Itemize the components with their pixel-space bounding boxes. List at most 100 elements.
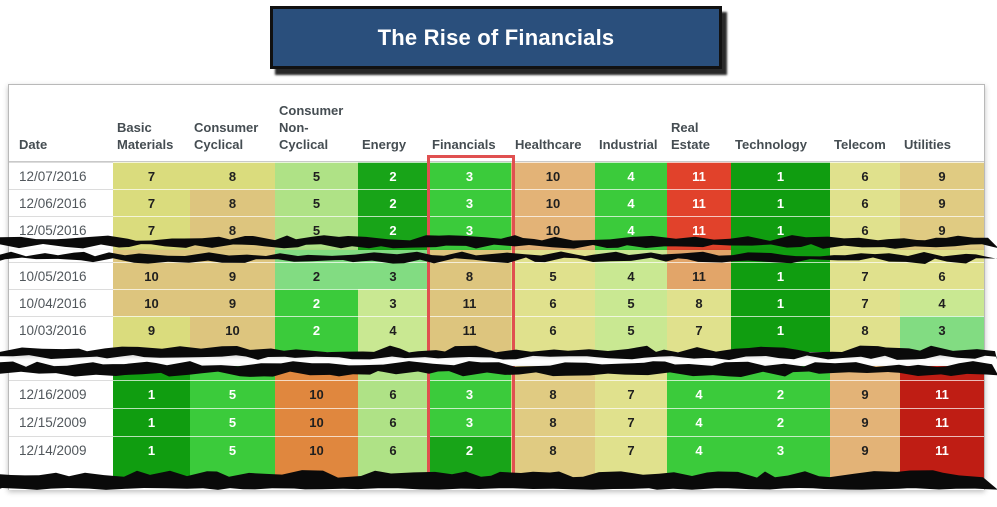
table-row: 10/04/2016 10 9 2 3 11 6 5 8 1 7 4 bbox=[9, 289, 984, 316]
rank-cell: 1 bbox=[731, 316, 830, 343]
rank-cell: 3 bbox=[900, 316, 984, 343]
rank-cell: 9 bbox=[190, 289, 275, 316]
rank-cell bbox=[595, 366, 667, 380]
rank-cell bbox=[667, 343, 731, 352]
date-cell: 12/07/2016 bbox=[9, 162, 113, 189]
rank-cell: 1 bbox=[731, 162, 830, 189]
column-header-telecom: Telecom bbox=[834, 137, 886, 153]
rank-cell: 7 bbox=[113, 216, 190, 243]
rank-cell bbox=[900, 366, 984, 380]
rank-cell: 6 bbox=[900, 262, 984, 289]
rank-cell bbox=[275, 343, 358, 352]
rank-cell: 3 bbox=[358, 262, 428, 289]
rank-cell bbox=[830, 366, 900, 380]
rank-cell: 4 bbox=[595, 189, 667, 216]
rank-cell bbox=[511, 343, 595, 352]
rank-cell bbox=[900, 250, 984, 262]
rank-cell: 2 bbox=[731, 408, 830, 436]
rank-cell: 2 bbox=[358, 216, 428, 243]
rank-cell: 11 bbox=[667, 162, 731, 189]
rank-cell bbox=[595, 250, 667, 262]
rank-cell: 4 bbox=[667, 380, 731, 408]
date-cell: 12/16/2009 bbox=[9, 380, 113, 408]
rank-cell: 11 bbox=[428, 289, 511, 316]
rank-cell: 3 bbox=[428, 408, 511, 436]
rank-cell bbox=[428, 464, 511, 488]
rank-cell: 5 bbox=[275, 189, 358, 216]
rank-cell: 4 bbox=[667, 436, 731, 464]
rank-cell: 2 bbox=[275, 289, 358, 316]
rank-cell: 9 bbox=[113, 316, 190, 343]
date-cell bbox=[9, 366, 113, 380]
rank-cell: 11 bbox=[667, 262, 731, 289]
rank-cell: 2 bbox=[358, 189, 428, 216]
rank-cell: 1 bbox=[731, 289, 830, 316]
table-section-oct-2016: 10/05/2016 10 9 2 3 8 5 4 11 1 7 6 10/04… bbox=[8, 250, 985, 354]
rank-cell: 10 bbox=[190, 316, 275, 343]
rank-cell: 3 bbox=[428, 189, 511, 216]
rank-cell: 9 bbox=[900, 162, 984, 189]
rank-cell: 5 bbox=[511, 262, 595, 289]
rank-cell: 10 bbox=[113, 289, 190, 316]
rank-cell: 5 bbox=[595, 289, 667, 316]
rank-cell: 3 bbox=[428, 216, 511, 243]
rank-cell: 9 bbox=[830, 380, 900, 408]
rank-cell: 2 bbox=[358, 162, 428, 189]
table-section-dec-2016: Date Basic Materials Consumer Cyclical C… bbox=[8, 84, 985, 252]
rank-cell: 2 bbox=[731, 380, 830, 408]
rank-cell: 6 bbox=[511, 289, 595, 316]
column-header-consumer-cyclical: Consumer Cyclical bbox=[194, 120, 259, 153]
rank-cell: 2 bbox=[275, 316, 358, 343]
header-row: Date Basic Materials Consumer Cyclical C… bbox=[9, 85, 984, 162]
rank-cell: 7 bbox=[595, 436, 667, 464]
rank-cell: 11 bbox=[900, 380, 984, 408]
rank-cell: 6 bbox=[358, 408, 428, 436]
rank-cell: 10 bbox=[275, 380, 358, 408]
rank-cell bbox=[428, 366, 511, 380]
table-section-dec-2009: 12/16/2009 1 5 10 6 3 8 7 4 2 9 11 12/15… bbox=[8, 366, 985, 490]
rank-cell bbox=[275, 464, 358, 488]
rank-cell: 10 bbox=[511, 162, 595, 189]
table-row: 12/05/2016 7 8 5 2 3 10 4 11 1 6 9 bbox=[9, 216, 984, 243]
rank-cell: 11 bbox=[428, 316, 511, 343]
rank-cell: 1 bbox=[113, 408, 190, 436]
rank-cell: 9 bbox=[830, 408, 900, 436]
column-header-industrial: Industrial bbox=[599, 137, 658, 153]
rank-cell: 5 bbox=[275, 216, 358, 243]
rank-cell bbox=[358, 366, 428, 380]
rank-cell bbox=[667, 366, 731, 380]
rank-cell: 6 bbox=[358, 380, 428, 408]
rank-cell: 6 bbox=[358, 436, 428, 464]
rank-cell bbox=[358, 250, 428, 262]
table-row: 12/15/2009 1 5 10 6 3 8 7 4 2 9 11 bbox=[9, 408, 984, 436]
rank-cell: 4 bbox=[667, 408, 731, 436]
table-row: 12/14/2009 1 5 10 6 2 8 7 4 3 9 11 bbox=[9, 436, 984, 464]
rank-cell bbox=[830, 343, 900, 352]
rank-cell: 1 bbox=[731, 262, 830, 289]
rank-cell: 4 bbox=[595, 216, 667, 243]
rank-cell: 1 bbox=[113, 436, 190, 464]
rank-cell: 8 bbox=[667, 289, 731, 316]
rank-cell: 9 bbox=[830, 436, 900, 464]
rank-cell bbox=[511, 250, 595, 262]
rank-cell bbox=[830, 464, 900, 488]
rank-cell bbox=[667, 250, 731, 262]
rank-cell: 7 bbox=[830, 289, 900, 316]
rank-cell: 8 bbox=[511, 436, 595, 464]
column-header-energy: Energy bbox=[362, 137, 407, 153]
rank-cell bbox=[190, 343, 275, 352]
rank-cell: 7 bbox=[113, 189, 190, 216]
date-cell bbox=[9, 343, 113, 352]
date-cell: 12/06/2016 bbox=[9, 189, 113, 216]
rank-cell: 10 bbox=[113, 262, 190, 289]
rank-cell: 3 bbox=[731, 436, 830, 464]
torn-partial-row bbox=[9, 343, 984, 352]
rank-cell: 8 bbox=[190, 162, 275, 189]
rank-cell: 6 bbox=[830, 216, 900, 243]
rank-cell bbox=[358, 343, 428, 352]
rank-cell: 5 bbox=[190, 436, 275, 464]
rank-cell bbox=[900, 343, 984, 352]
rank-cell: 4 bbox=[358, 316, 428, 343]
date-cell: 12/05/2016 bbox=[9, 216, 113, 243]
rank-cell bbox=[511, 366, 595, 380]
